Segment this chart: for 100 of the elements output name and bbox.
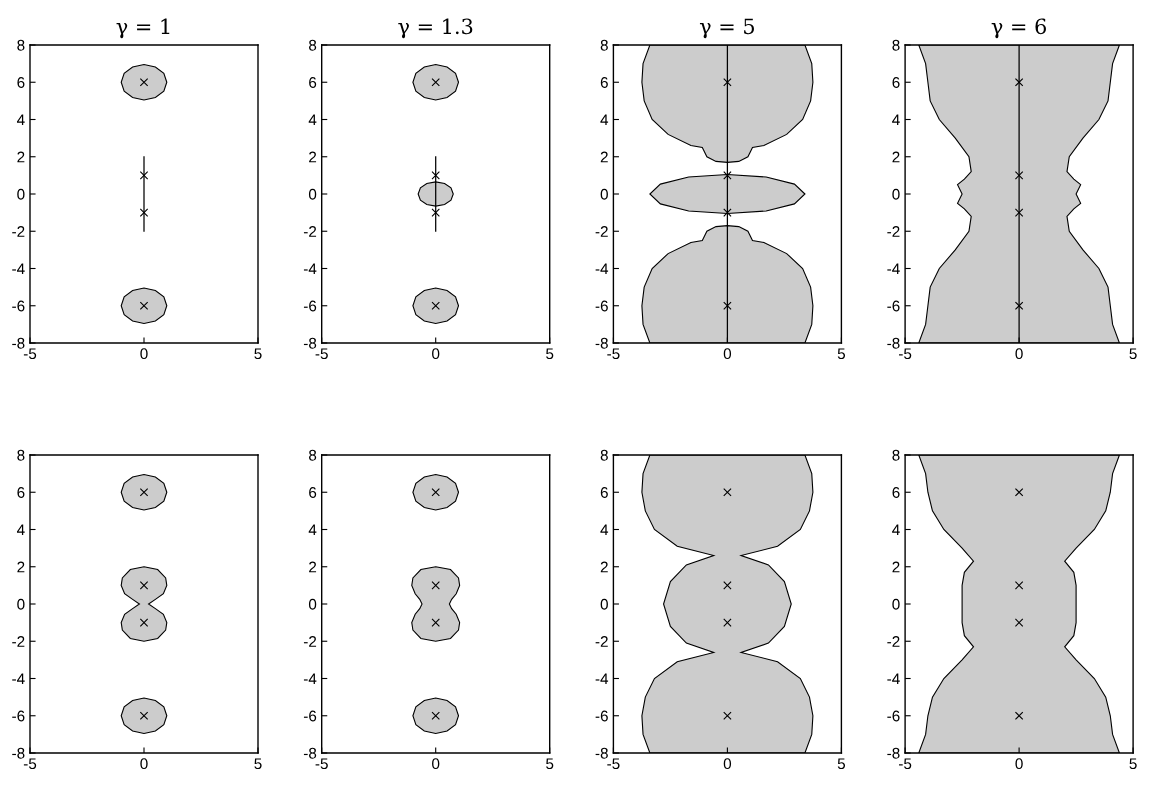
x-tick-label: -5: [23, 348, 37, 360]
x-tick-label: 5: [837, 758, 846, 770]
y-tick-label: 2: [892, 561, 900, 573]
y-tick-label: -4: [12, 263, 25, 275]
x-tick-label: 5: [837, 348, 846, 360]
y-tick-label: -8: [303, 747, 317, 759]
x-tick-label: 0: [432, 348, 440, 360]
y-tick-label: 4: [308, 524, 317, 536]
y-tick-label: -8: [887, 747, 900, 759]
x-tick-label: 5: [546, 758, 554, 770]
y-tick-label: -4: [12, 673, 25, 685]
y-tick-label: 2: [600, 561, 608, 573]
y-tick-label: 4: [16, 524, 25, 536]
y-tick-label: 0: [308, 598, 317, 610]
y-tick-label: -6: [303, 710, 317, 722]
y-tick-label: 4: [892, 114, 900, 126]
y-tick-label: -2: [595, 226, 608, 237]
x-tick-label: -5: [315, 348, 328, 360]
y-tick-label: -4: [595, 263, 609, 275]
y-tick-label: 8: [309, 39, 317, 51]
y-tick-label: -2: [595, 636, 608, 647]
y-tick-label: -2: [12, 226, 25, 237]
y-tick-label: 8: [309, 449, 317, 461]
y-tick-label: 8: [892, 39, 900, 51]
y-tick-label: 2: [600, 151, 608, 163]
y-tick-label: -4: [887, 673, 900, 685]
y-tick-label: -8: [887, 337, 900, 349]
y-tick-label: -8: [595, 747, 608, 759]
y-tick-label: 8: [17, 39, 25, 51]
y-tick-label: 2: [17, 151, 25, 163]
y-tick-label: 4: [892, 524, 900, 536]
chart-title: γ = 1.3: [398, 18, 473, 39]
x-tick-label: 0: [723, 758, 732, 770]
y-tick-label: -4: [303, 263, 317, 275]
y-tick-label: -4: [303, 673, 317, 685]
y-tick-label: 0: [17, 598, 25, 610]
y-tick-label: 2: [892, 151, 900, 163]
x-tick-label: 5: [254, 758, 262, 770]
y-tick-label: 8: [600, 449, 608, 461]
y-tick-label: 6: [892, 487, 900, 498]
y-tick-label: -6: [887, 300, 900, 312]
y-tick-label: 4: [600, 114, 609, 126]
y-tick-label: -2: [303, 226, 317, 237]
y-tick-label: 6: [309, 487, 317, 498]
y-tick-label: -6: [595, 300, 608, 312]
y-tick-label: 2: [17, 561, 25, 573]
y-tick-label: -6: [12, 300, 25, 312]
x-tick-label: 0: [723, 348, 732, 360]
y-tick-label: -8: [595, 337, 608, 349]
y-tick-label: -6: [887, 710, 900, 722]
y-tick-label: 2: [309, 151, 317, 163]
x-tick-label: -5: [898, 758, 912, 770]
y-tick-label: 6: [600, 487, 608, 498]
y-tick-label: 8: [892, 449, 900, 461]
y-tick-label: 0: [600, 598, 608, 610]
y-tick-label: 6: [309, 77, 317, 88]
y-tick-label: 4: [308, 114, 317, 126]
y-tick-label: 8: [600, 39, 608, 51]
y-tick-label: 6: [17, 487, 25, 498]
x-tick-label: -5: [23, 758, 37, 770]
y-tick-label: -2: [887, 226, 900, 237]
x-tick-label: 0: [1015, 758, 1023, 770]
x-tick-label: 5: [1129, 758, 1137, 770]
x-tick-label: 0: [140, 758, 148, 770]
y-tick-label: 0: [892, 598, 900, 610]
y-tick-label: -8: [303, 337, 317, 349]
y-tick-label: -6: [12, 710, 25, 722]
x-tick-label: -5: [315, 758, 328, 770]
y-tick-label: 0: [892, 188, 900, 200]
x-tick-label: 5: [1129, 348, 1137, 360]
y-tick-label: -8: [12, 747, 25, 759]
y-tick-label: 6: [892, 77, 900, 88]
y-tick-label: -6: [303, 300, 317, 312]
x-tick-label: 0: [432, 758, 440, 770]
x-tick-label: -5: [607, 348, 620, 360]
y-tick-label: 0: [308, 188, 317, 200]
y-tick-label: -2: [887, 636, 900, 647]
x-tick-label: 0: [1015, 348, 1023, 360]
y-tick-label: 6: [600, 77, 608, 88]
y-tick-label: 8: [17, 449, 25, 461]
y-tick-label: -4: [887, 263, 900, 275]
chart-title: γ = 5: [699, 18, 754, 39]
y-tick-label: -8: [12, 337, 25, 349]
x-tick-label: 5: [546, 348, 554, 360]
x-tick-label: 5: [254, 348, 262, 360]
x-tick-label: -5: [898, 348, 912, 360]
x-tick-label: -5: [607, 758, 620, 770]
y-tick-label: 6: [17, 77, 25, 88]
y-tick-label: 0: [17, 188, 25, 200]
y-tick-label: 4: [16, 114, 25, 126]
y-tick-label: 2: [309, 561, 317, 573]
y-tick-label: 4: [600, 524, 609, 536]
chart-title: γ = 6: [991, 18, 1046, 39]
y-tick-label: -2: [303, 636, 317, 647]
y-tick-label: -6: [595, 710, 608, 722]
x-tick-label: 0: [140, 348, 148, 360]
y-tick-label: -4: [595, 673, 609, 685]
y-tick-label: 0: [600, 188, 608, 200]
chart-title: γ = 1: [116, 18, 170, 39]
y-tick-label: -2: [12, 636, 25, 647]
